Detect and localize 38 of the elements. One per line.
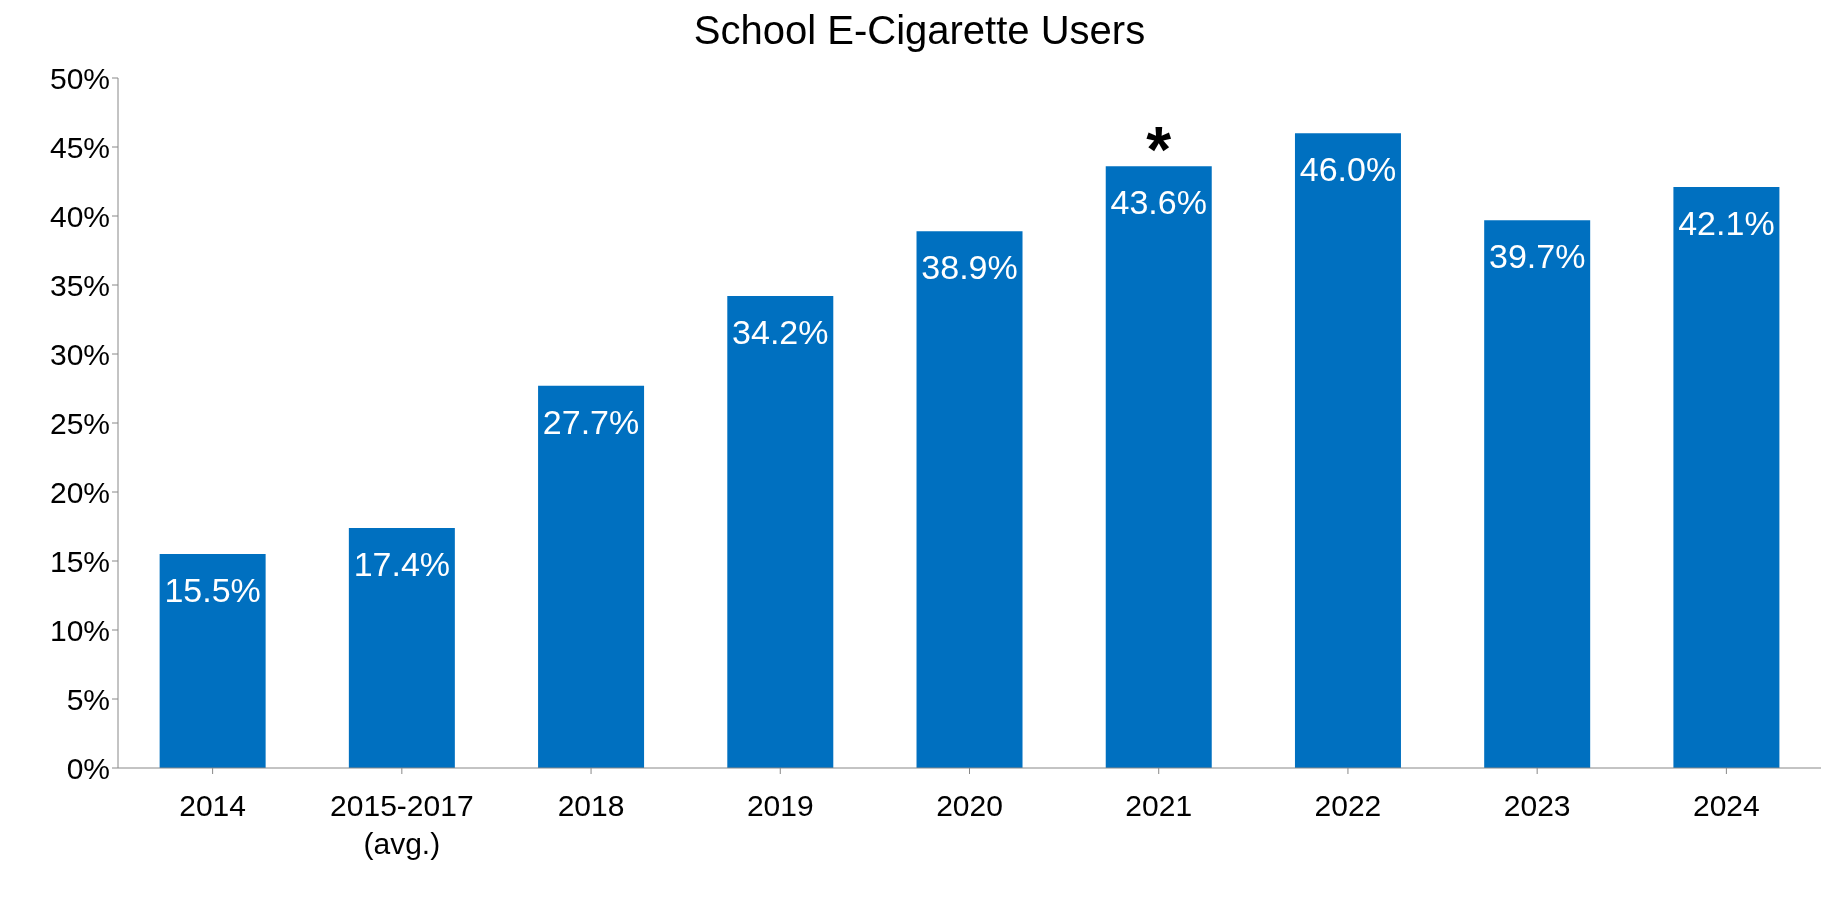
y-tick-label: 20% [49,475,110,509]
data-label: 46.0% [1299,150,1397,189]
y-tick-label: 10% [49,613,110,647]
y-tick-label: 35% [49,268,110,302]
bar [1484,220,1591,768]
x-tick-label: 2018 [557,789,625,822]
x-tick-label: 2020 [936,789,1003,822]
x-tick-label: 2022 [1314,789,1382,822]
data-label: 27.7% [542,402,640,441]
y-tick-label: 40% [49,199,110,233]
y-tick-label: 30% [49,337,110,371]
y-tick-label: 0% [66,751,110,785]
bar [348,527,455,768]
bar [1673,187,1780,768]
x-tick-label: 2021 [1125,789,1193,822]
data-label: 39.7% [1488,237,1586,276]
y-tick-label: 15% [49,544,110,578]
x-tick-label: 2014 [179,789,246,822]
x-tick-label: 2024 [1693,789,1760,822]
bar [538,385,645,768]
bar [916,231,1023,768]
y-tick-label: 50% [49,61,110,95]
bar [159,554,266,768]
x-tick-label: 2019 [746,789,814,822]
data-label: 38.9% [921,248,1018,287]
data-label: 34.2% [732,313,829,352]
data-label: 17.4% [353,544,451,583]
data-label: 15.5% [164,571,261,610]
bar [1294,133,1401,768]
chart-title: School E-Cigarette Users [692,8,1147,53]
bar [1105,166,1212,768]
y-tick-label: 25% [49,406,110,440]
x-tick-label: 2023 [1503,789,1571,822]
y-tick-label: 5% [66,682,110,716]
y-tick-label: 45% [49,130,110,164]
data-label: 42.1% [1678,204,1775,243]
x-tick-label: 2015-2017 (avg.) [330,789,474,860]
bar [727,296,834,768]
